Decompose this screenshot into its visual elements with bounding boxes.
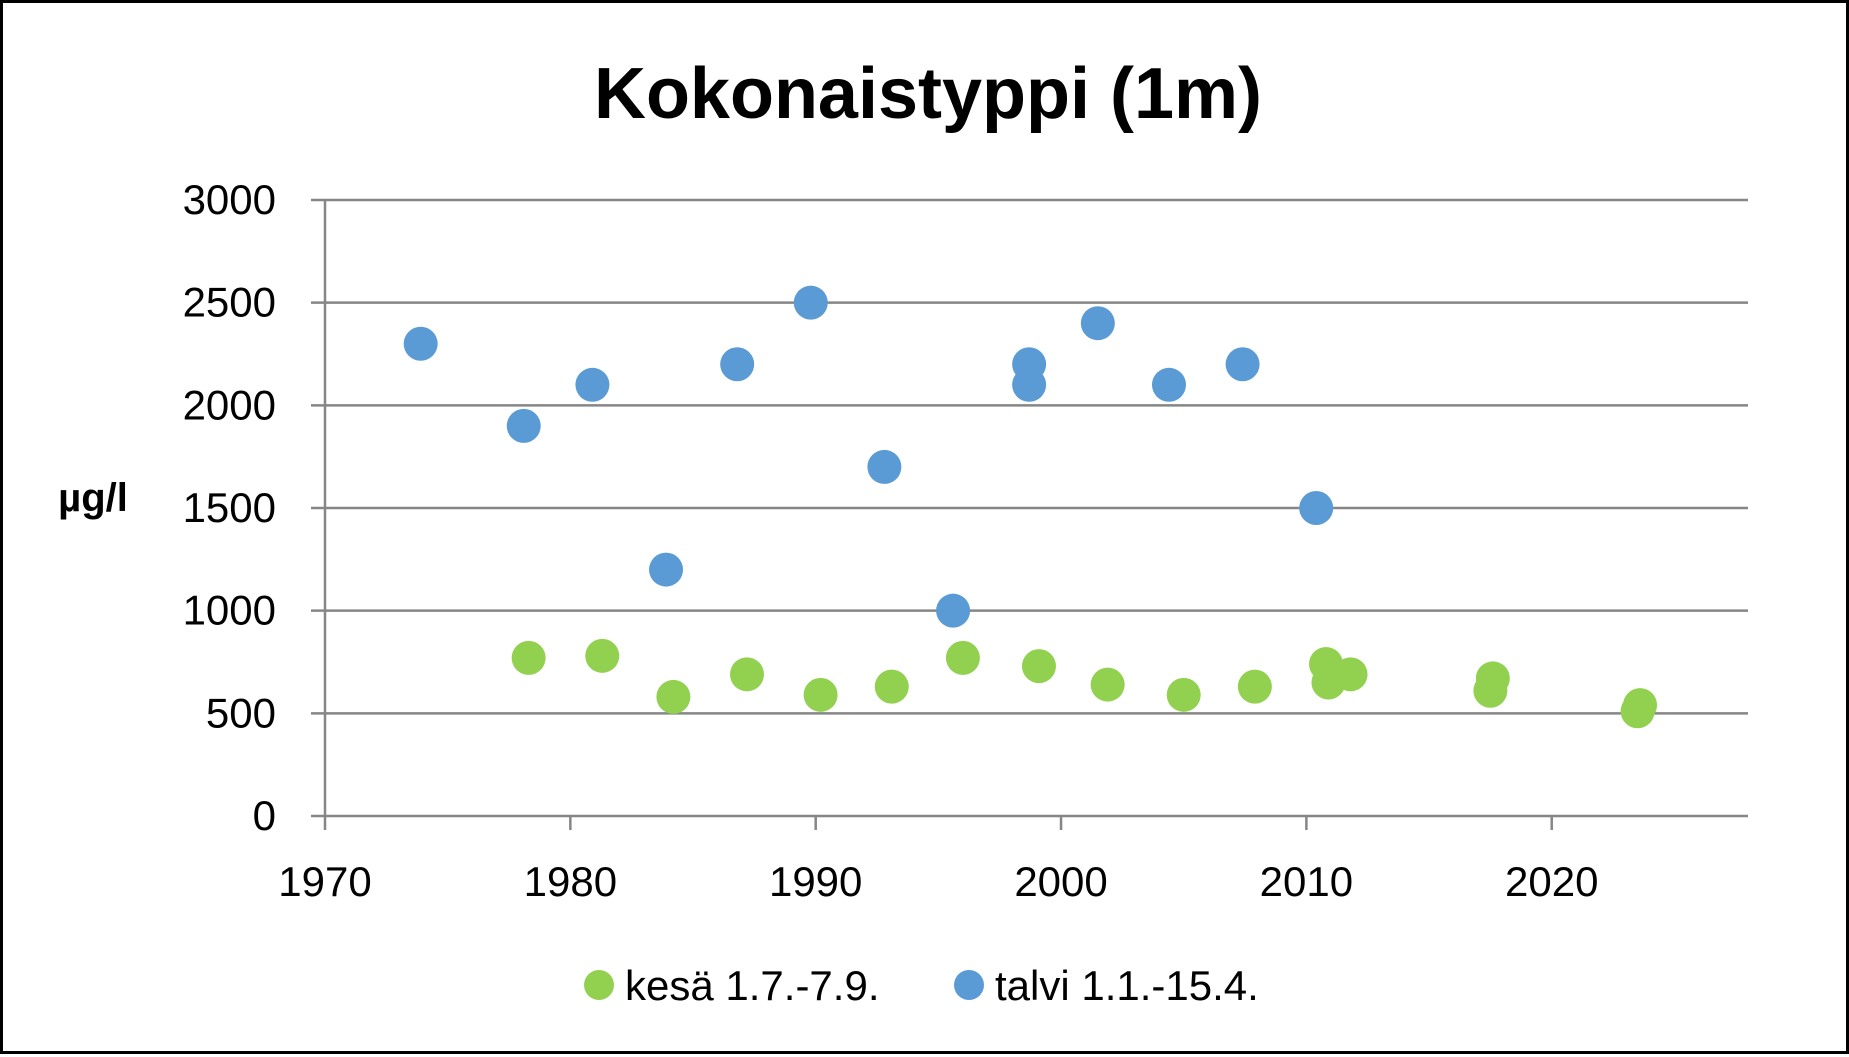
data-point <box>874 669 909 704</box>
data-point <box>936 593 971 628</box>
legend-label: talvi 1.1.-15.4. <box>995 962 1259 1009</box>
data-point <box>729 657 764 692</box>
data-point <box>656 679 691 714</box>
data-points <box>403 285 1658 729</box>
legend-marker <box>954 970 984 1000</box>
data-point <box>1623 688 1658 723</box>
data-point <box>867 449 902 484</box>
data-point <box>945 640 980 675</box>
grid-lines <box>311 198 1748 715</box>
data-point <box>506 408 541 443</box>
data-point <box>403 326 438 361</box>
data-point <box>1225 347 1260 382</box>
y-tick-label: 500 <box>206 689 276 736</box>
chart-title: Kokonaistyppi (1m) <box>594 54 1262 134</box>
x-tick-label: 2000 <box>1014 858 1107 905</box>
y-tick-label: 1500 <box>183 484 276 531</box>
series-kesa <box>511 638 1658 729</box>
x-tick-label: 2020 <box>1505 858 1598 905</box>
data-point <box>803 677 838 712</box>
data-point <box>1021 649 1056 684</box>
y-tick-label: 1000 <box>183 587 276 634</box>
y-tick-label: 2000 <box>183 381 276 428</box>
x-tick-label: 2010 <box>1260 858 1353 905</box>
x-tick-label: 1990 <box>769 858 862 905</box>
data-point <box>720 347 755 382</box>
chart-svg: Kokonaistyppi (1m) 0 500 1000 1500 2000 2500 3… <box>58 54 1748 1009</box>
data-point <box>649 552 684 587</box>
data-point <box>1080 306 1115 341</box>
series-talvi <box>403 285 1334 628</box>
data-point <box>1237 669 1272 704</box>
data-point <box>1151 367 1186 402</box>
x-tick-label: 1970 <box>278 858 371 905</box>
data-point <box>575 367 610 402</box>
y-axis-label: µg/l <box>58 476 128 520</box>
data-point <box>793 285 828 320</box>
axes <box>311 200 1748 830</box>
data-point <box>1333 657 1368 692</box>
y-tick-label: 0 <box>253 792 276 839</box>
data-point <box>1299 491 1334 525</box>
tick-labels: 0 500 1000 1500 2000 2500 3000 1970 1980 1990 2000… <box>183 176 1599 905</box>
y-tick-label: 2500 <box>183 279 276 326</box>
x-tick-label: 1980 <box>524 858 617 905</box>
data-point <box>511 640 546 675</box>
data-point <box>1012 367 1047 402</box>
data-point <box>585 638 620 673</box>
legend-marker <box>584 970 614 1000</box>
data-point <box>1090 667 1125 702</box>
data-point <box>1166 677 1201 712</box>
legend: kesä 1.7.-7.9. talvi 1.1.-15.4. <box>584 962 1259 1009</box>
legend-label: kesä 1.7.-7.9. <box>625 962 879 1009</box>
y-tick-label: 3000 <box>183 176 276 223</box>
data-point <box>1475 661 1510 696</box>
